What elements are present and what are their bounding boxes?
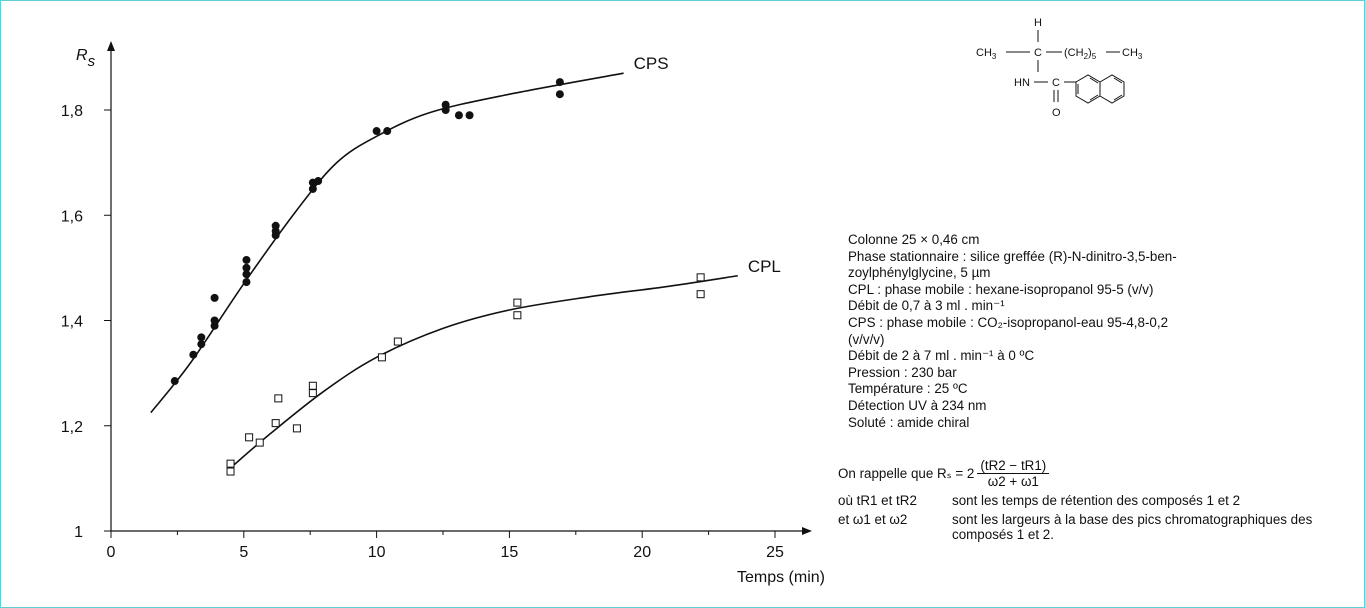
x-tick-label: 10 [368,544,386,561]
data-points [170,78,705,476]
chart-axes [104,41,812,538]
y-tick-label: 1 [74,524,83,541]
x-tick-label: 20 [633,544,651,561]
definition-retention: où tR1 et tR2 sont les temps de rétentio… [838,493,1358,508]
cps-point [271,221,280,230]
cps-point [197,340,206,349]
cps-point [242,263,251,272]
cpl-point [696,290,705,299]
cps-point [197,333,206,342]
cps-series-label: CPS [634,54,669,73]
cps-point [189,350,198,359]
cpl-point [226,459,235,468]
molecule-ch2-group: (CH2)5 [1064,47,1097,61]
cpl-point [308,381,317,390]
cpl-point [245,433,254,442]
info-line: CPS : phase mobile : CO₂-isopropanol-eau… [848,314,1169,330]
definition-width: et ω1 et ω2 sont les largeurs à la base … [838,512,1358,542]
y-tick-label: 1,4 [61,314,83,331]
cps-point [454,111,463,120]
info-line: Pression : 230 bar [848,364,957,380]
info-line: Détection UV à 234 nm [848,397,987,413]
info-line: Débit de 2 à 7 ml . min⁻¹ à 0 ºC [848,348,1035,364]
x-axis-arrow [802,527,812,535]
info-line: Soluté : amide chiral [848,414,970,430]
definition-retention-key: où tR1 et tR2 [838,493,917,508]
y-axis-label: Rs [76,47,96,70]
cps-point [441,100,450,109]
cps-point [242,255,251,264]
cpl-point [255,438,264,447]
formula-block: On rappelle que Rₛ = 2 (tR2 − tR1) ω2 + … [838,458,1358,542]
x-tick-label: 25 [766,544,784,561]
cpl-point [513,298,522,307]
naphthalene-icon [1075,74,1125,104]
info-line: zoylphénylglycine, 5 µm [848,265,991,281]
x-tick-label: 5 [239,544,248,561]
info-line: Phase stationnaire : silice greffée (R)-… [848,248,1177,264]
y-tick-label: 1,6 [61,208,83,225]
cpl-point [271,419,280,428]
y-tick-label: 1,2 [61,419,83,436]
molecule-ch3-left: CH3 [976,47,997,61]
cpl-point [292,424,301,433]
definition-width-key: et ω1 et ω2 [838,512,908,527]
info-line: (v/v/v) [848,331,885,347]
cps-point [242,270,251,279]
x-axis-label: Temps (min) [737,569,825,586]
cps-point [210,316,219,325]
experimental-conditions: Colonne 25 × 0,46 cm Phase stationnaire :… [848,232,1348,431]
info-line: CPL : phase mobile : hexane-isopropanol … [848,281,1154,297]
cps-point [170,377,179,386]
cps-point [308,184,317,193]
formula-numerator: (tR2 − tR1) [977,458,1050,474]
definition-retention-text: sont les temps de rétention des composés… [952,493,1241,508]
x-tick-label: 15 [501,544,519,561]
chart-labels: 0 5 10 15 20 25 1 1,2 1,4 1,6 1,8 Rs Temps (min) CPS C… [61,47,825,586]
info-line: Débit de 0,7 à 3 ml . min⁻¹ [848,298,1005,314]
cps-point [242,278,251,287]
info-line: Colonne 25 × 0,46 cm [848,232,980,247]
cpl-series-label: CPL [748,257,781,276]
chart-svg: 0 5 10 15 20 25 1 1,2 1,4 1,6 1,8 Rs Temps (min) CPS C… [61,41,825,586]
cps-point [210,293,219,302]
cps-point [555,78,564,87]
fit-curves [150,72,738,469]
cpl-point [274,394,283,403]
cpl-point [393,337,402,346]
formula-line: On rappelle que Rₛ = 2 (tR2 − tR1) ω2 + … [838,458,1358,489]
cps-point [314,177,323,186]
cpl-point [513,311,522,320]
x-tick-label: 0 [107,544,116,561]
cpl-point [308,389,317,398]
cpl-point [696,273,705,282]
formula-intro: On rappelle que Rₛ = 2 [838,465,975,481]
formula-fraction: (tR2 − tR1) ω2 + ω1 [977,458,1050,489]
cps-point [383,127,392,136]
cps-point [465,111,474,120]
cps-fit-curve [150,72,624,414]
cpl-point [226,467,235,476]
info-line: Température : 25 ºC [848,381,968,397]
cps-point [555,90,564,99]
molecule-h: H [1034,17,1042,29]
cpl-fit-curve [229,274,738,469]
cpl-point [377,353,386,362]
chemical-structure: H CH3 C (CH2)5 CH3 HN C O [976,17,1143,119]
molecule-c-center: C [1034,47,1042,59]
molecule-o: O [1052,107,1061,119]
y-axis-arrow [107,41,115,51]
cps-point [372,127,381,136]
y-tick-label: 1,8 [61,103,83,120]
molecule-hn: HN [1014,77,1030,89]
molecule-c-amide: C [1052,77,1060,89]
definition-width-text: sont les largeurs à la base des pics chr… [952,512,1313,542]
formula-denominator: ω2 + ω1 [987,474,1039,489]
molecule-ch3-right: CH3 [1122,47,1143,61]
